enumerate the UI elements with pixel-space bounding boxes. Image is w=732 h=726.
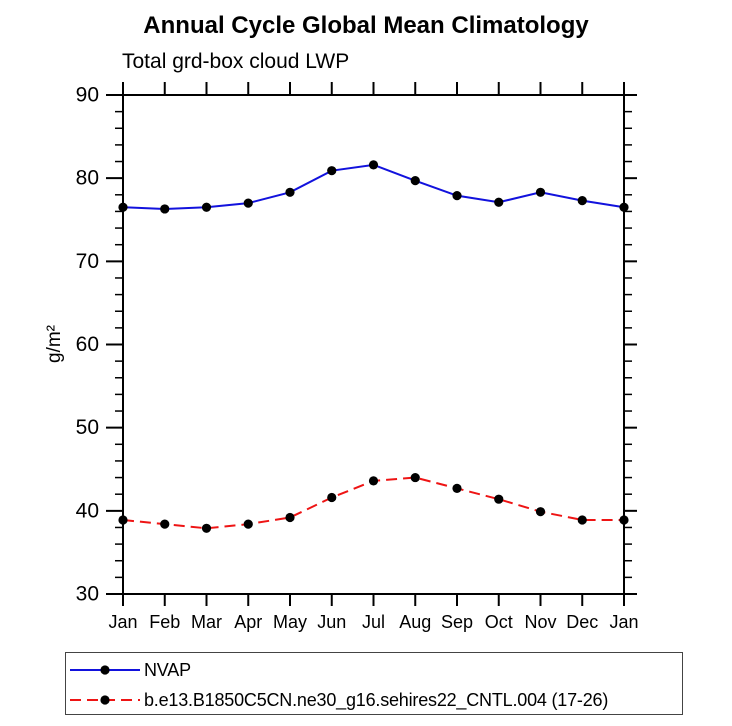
data-point-marker xyxy=(410,472,420,483)
x-tick-label: Jun xyxy=(317,612,346,632)
data-point-marker xyxy=(577,515,587,525)
x-tick-label: Oct xyxy=(485,612,513,632)
x-tick-label: Nov xyxy=(524,612,556,632)
data-point-marker xyxy=(619,515,629,525)
data-point-marker xyxy=(452,191,462,201)
x-tick-label: Apr xyxy=(234,612,262,632)
x-tick-label: Aug xyxy=(399,612,431,632)
y-tick-label: 50 xyxy=(76,416,99,439)
legend-label-nvap: NVAP xyxy=(144,659,191,680)
data-point-marker xyxy=(368,476,379,486)
y-tick-label: 30 xyxy=(76,583,99,606)
data-point-marker xyxy=(494,494,504,504)
data-point-marker xyxy=(243,519,253,529)
data-point-marker xyxy=(619,202,629,212)
data-point-marker xyxy=(535,507,546,517)
data-point-marker xyxy=(368,160,379,170)
legend-item-nvap: NVAP xyxy=(69,655,682,685)
model-line-sample xyxy=(70,695,140,705)
y-tick-label: 90 xyxy=(76,84,99,107)
data-point-marker xyxy=(327,492,337,503)
data-point-marker xyxy=(118,202,128,212)
y-tick-label: 70 xyxy=(76,250,99,273)
x-tick-label: Jul xyxy=(362,612,385,632)
data-point-marker xyxy=(285,512,295,523)
data-point-marker xyxy=(410,176,420,186)
data-point-marker xyxy=(201,202,212,212)
y-tick-label: 80 xyxy=(76,167,99,190)
data-point-marker xyxy=(494,197,504,207)
data-point-marker xyxy=(160,204,170,214)
chart-subtitle: Total grd-box cloud LWP xyxy=(122,50,350,73)
x-tick-label: May xyxy=(273,612,307,632)
data-point-marker xyxy=(327,166,337,176)
legend-item-model: b.e13.B1850C5CN.ne30_g16.sehires22_CNTL.… xyxy=(69,685,682,715)
y-tick-label: 60 xyxy=(76,333,99,356)
plot-area: 30 40 50 60 70 80 90 Jan Feb Mar Apr May Jun Jul Aug Se… xyxy=(76,82,639,632)
data-point-marker xyxy=(452,483,462,493)
data-point-marker xyxy=(535,187,546,197)
data-point-marker xyxy=(285,187,295,197)
model-sample-marker-dot xyxy=(100,695,110,705)
nvap-line-sample xyxy=(70,665,140,675)
x-tick-label: Jan xyxy=(609,612,638,632)
data-point-marker xyxy=(118,515,128,525)
legend-label-model: b.e13.B1850C5CN.ne30_g16.sehires22_CNTL.… xyxy=(144,689,609,710)
data-point-marker xyxy=(243,198,253,208)
data-point-marker xyxy=(201,523,212,533)
x-tick-label: Feb xyxy=(149,612,180,632)
x-tick-label: Sep xyxy=(441,612,473,632)
x-tick-label: Mar xyxy=(191,612,222,632)
nvap-sample-marker-dot xyxy=(100,665,110,675)
x-tick-label: Dec xyxy=(566,612,598,632)
y-tick-label: 40 xyxy=(76,499,99,522)
series-line-nvap xyxy=(122,163,625,210)
x-tick-label: Jan xyxy=(108,612,137,632)
chart-title: Annual Cycle Global Mean Climatology xyxy=(143,12,589,39)
legend-box: NVAP b.e13.B1850C5CN.ne30_g16.sehires22_… xyxy=(65,652,683,715)
data-point-marker xyxy=(160,519,170,529)
data-point-marker xyxy=(577,196,587,206)
